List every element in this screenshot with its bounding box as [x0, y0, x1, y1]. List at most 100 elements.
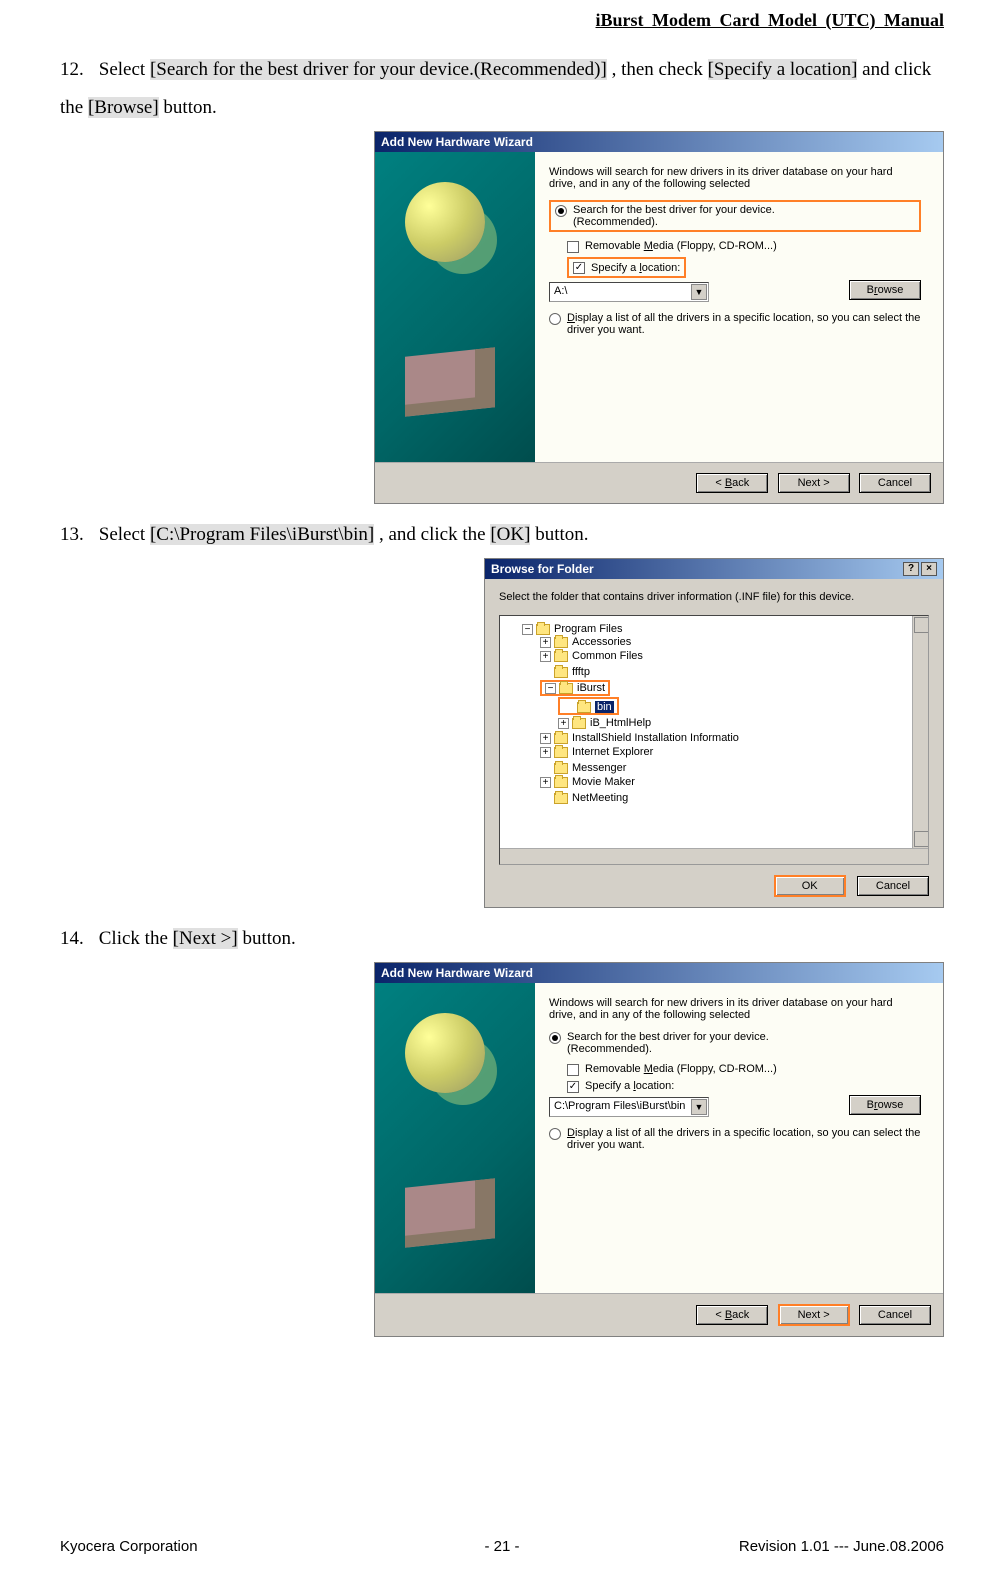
dialog-title: Add New Hardware Wizard: [381, 966, 533, 980]
folder-icon: [554, 777, 568, 788]
expand-icon[interactable]: +: [540, 651, 551, 662]
folder-icon: [554, 651, 568, 662]
folder-icon: [554, 747, 568, 758]
check-removable-media[interactable]: [567, 241, 579, 253]
check-specify-location-label: Specify a location:: [585, 1080, 674, 1092]
tree-ie[interactable]: Internet Explorer: [572, 746, 653, 758]
step-13-hl-2: [OK]: [490, 524, 530, 545]
expand-icon[interactable]: +: [540, 733, 551, 744]
step-12-text-1: Select: [99, 59, 150, 80]
tree-netmeeting[interactable]: NetMeeting: [572, 792, 628, 804]
cancel-button[interactable]: Cancel: [859, 473, 931, 493]
next-button[interactable]: Next >: [778, 1304, 850, 1326]
browse-instruction-text: Select the folder that contains driver i…: [499, 591, 929, 603]
step-13-text-2: , and click the: [379, 524, 490, 545]
expand-icon[interactable]: +: [558, 718, 569, 729]
footer-revision: Revision 1.01 --- June.08.2006: [739, 1538, 944, 1555]
tree-ib-htmlhelp[interactable]: iB_HtmlHelp: [590, 717, 651, 729]
expand-icon[interactable]: +: [540, 637, 551, 648]
step-12-number: 12.: [60, 51, 94, 89]
tree-installshield[interactable]: InstallShield Installation Informatio: [572, 732, 739, 744]
location-combo[interactable]: A:\ ▼: [549, 282, 709, 302]
folder-tree[interactable]: − Program Files + Accessories + Common File…: [499, 615, 929, 865]
radio-search-best-label: Search for the best driver for your devi…: [567, 1031, 769, 1055]
back-button[interactable]: < Back: [696, 1305, 768, 1325]
titlebar[interactable]: Add New Hardware Wizard: [375, 132, 943, 152]
location-combo-value: C:\Program Files\iBurst\bin: [550, 1098, 703, 1114]
collapse-icon[interactable]: −: [522, 624, 533, 635]
tree-iburst[interactable]: iBurst: [577, 682, 605, 694]
chevron-down-icon[interactable]: ▼: [691, 284, 707, 300]
next-button[interactable]: Next >: [778, 473, 850, 493]
titlebar[interactable]: Add New Hardware Wizard: [375, 963, 943, 983]
back-button[interactable]: < Back: [696, 473, 768, 493]
close-icon[interactable]: ×: [921, 562, 937, 576]
browse-button[interactable]: Browse: [849, 1095, 921, 1115]
radio-display-list[interactable]: [549, 313, 561, 325]
vertical-scrollbar[interactable]: [912, 616, 928, 848]
check-removable-media-label: Removable Media (Floppy, CD-ROM...): [585, 1063, 777, 1075]
radio-display-list-label: Display a list of all the drivers in a s…: [567, 312, 921, 336]
wizard-sidebar-image: [375, 983, 535, 1293]
folder-icon: [577, 702, 591, 713]
step-12-hl-1: [Search for the best driver for your dev…: [150, 59, 607, 80]
tree-movie-maker[interactable]: Movie Maker: [572, 776, 635, 788]
location-combo-value: A:\: [550, 283, 585, 299]
step-12: 12. Select [Search for the best driver f…: [60, 51, 944, 127]
folder-icon: [554, 637, 568, 648]
check-removable-media-label: Removable Media (Floppy, CD-ROM...): [585, 240, 777, 252]
tree-messenger[interactable]: Messenger: [572, 762, 626, 774]
wizard-intro-text: Windows will search for new drivers in i…: [549, 997, 921, 1021]
folder-icon: [559, 683, 573, 694]
folder-icon: [554, 733, 568, 744]
step-13: 13. Select [C:\Program Files\iBurst\bin]…: [60, 516, 944, 554]
add-hardware-wizard-dialog-2: Add New Hardware Wizard Windows will sea…: [374, 962, 944, 1337]
tree-common-files[interactable]: Common Files: [572, 650, 643, 662]
add-hardware-wizard-dialog-1: Add New Hardware Wizard Windows will sea…: [374, 131, 944, 504]
check-removable-media[interactable]: [567, 1064, 579, 1076]
radio-search-best[interactable]: [549, 1032, 561, 1044]
radio-display-list[interactable]: [549, 1128, 561, 1140]
wizard-sidebar-image: [375, 152, 535, 462]
radio-search-best[interactable]: [555, 205, 567, 217]
folder-icon: [554, 763, 568, 774]
step-12-hl-3: [Browse]: [88, 97, 159, 118]
step-14-number: 14.: [60, 920, 94, 958]
page-header: iBurst Modem Card Model (UTC) Manual: [60, 10, 944, 39]
expand-icon[interactable]: +: [540, 777, 551, 788]
help-icon[interactable]: ?: [903, 562, 919, 576]
step-14: 14. Click the [Next >] button.: [60, 920, 944, 958]
cancel-button[interactable]: Cancel: [859, 1305, 931, 1325]
step-14-text-1: Click the: [99, 928, 173, 949]
step-13-hl-1: [C:\Program Files\iBurst\bin]: [150, 524, 374, 545]
location-combo[interactable]: C:\Program Files\iBurst\bin ▼: [549, 1097, 709, 1117]
ok-button[interactable]: OK: [774, 875, 846, 897]
step-12-hl-2: [Specify a location]: [708, 59, 858, 80]
horizontal-scrollbar[interactable]: [500, 848, 928, 864]
tree-accessories[interactable]: Accessories: [572, 636, 631, 648]
footer-company: Kyocera Corporation: [60, 1538, 198, 1555]
tree-ffftp[interactable]: ffftp: [572, 666, 590, 678]
check-specify-location-label: Specify a location:: [591, 262, 680, 274]
check-specify-location[interactable]: [567, 1081, 579, 1093]
titlebar[interactable]: Browse for Folder ? ×: [485, 559, 943, 579]
radio-search-best-label: Search for the best driver for your devi…: [573, 204, 775, 228]
footer-page-number: - 21 -: [484, 1538, 519, 1555]
collapse-icon[interactable]: −: [545, 683, 556, 694]
folder-icon: [554, 667, 568, 678]
step-13-number: 13.: [60, 516, 94, 554]
browse-button[interactable]: Browse: [849, 280, 921, 300]
chevron-down-icon[interactable]: ▼: [691, 1099, 707, 1115]
cancel-button[interactable]: Cancel: [857, 876, 929, 896]
dialog-title: Add New Hardware Wizard: [381, 135, 533, 149]
check-specify-location[interactable]: [573, 262, 585, 274]
tree-bin-selected[interactable]: bin: [595, 701, 614, 713]
dialog-title: Browse for Folder: [491, 562, 594, 576]
folder-icon: [572, 718, 586, 729]
folder-icon: [536, 624, 550, 635]
tree-program-files[interactable]: Program Files: [554, 623, 622, 635]
step-13-text-3: button.: [535, 524, 588, 545]
expand-icon[interactable]: +: [540, 747, 551, 758]
wizard-intro-text: Windows will search for new drivers in i…: [549, 166, 921, 190]
step-14-hl-1: [Next >]: [173, 928, 238, 949]
